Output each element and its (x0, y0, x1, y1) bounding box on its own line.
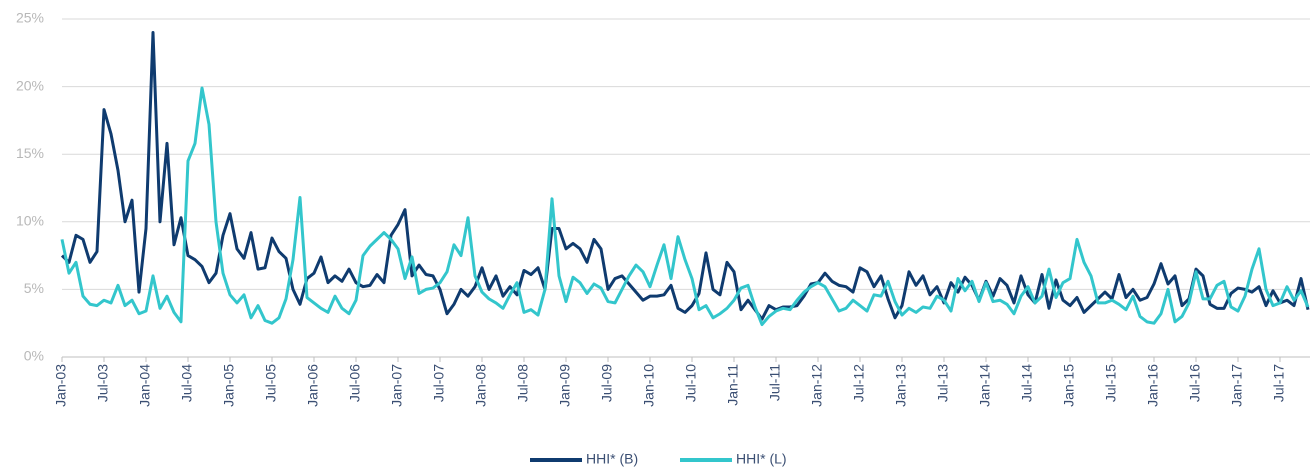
x-tick-label: Jan-06 (305, 364, 321, 407)
x-tick-label: Jul-16 (1187, 364, 1203, 402)
x-tick-label: Jul-08 (515, 364, 531, 402)
x-tick-label: Jan-12 (809, 364, 825, 407)
x-tick-label: Jan-17 (1229, 364, 1245, 407)
x-tick-label: Jul-15 (1103, 364, 1119, 402)
x-tick-label: Jan-16 (1145, 364, 1161, 407)
x-tick-label: Jan-14 (977, 364, 993, 407)
x-tick-label: Jul-17 (1271, 364, 1287, 402)
y-tick-label: 25% (16, 10, 44, 26)
x-tick-label: Jan-08 (473, 364, 489, 407)
x-tick-label: Jan-13 (893, 364, 909, 407)
y-tick-label: 0% (24, 348, 44, 364)
x-tick-label: Jan-03 (53, 364, 69, 407)
x-tick-label: Jan-15 (1061, 364, 1077, 407)
x-tick-label: Jul-13 (935, 364, 951, 402)
y-tick-label: 5% (24, 280, 44, 296)
x-tick-label: Jul-12 (851, 364, 867, 402)
y-tick-label: 15% (16, 145, 44, 161)
x-tick-label: Jul-10 (683, 364, 699, 402)
x-tick-label: Jul-07 (431, 364, 447, 402)
x-tick-label: Jul-14 (1019, 364, 1035, 402)
x-tick-label: Jul-04 (179, 364, 195, 402)
x-tick-label: Jan-11 (725, 364, 741, 406)
x-tick-label: Jan-04 (137, 364, 153, 407)
x-tick-label: Jan-09 (557, 364, 573, 407)
x-tick-label: Jul-03 (95, 364, 111, 402)
legend-label: HHI* (L) (736, 451, 787, 467)
series-line (60, 31, 1310, 321)
x-tick-label: Jan-05 (221, 364, 237, 407)
x-tick-label: Jul-09 (599, 364, 615, 402)
x-tick-label: Jul-11 (767, 364, 783, 401)
series-line (60, 86, 1310, 327)
y-tick-label: 20% (16, 77, 44, 93)
x-tick-label: Jan-07 (389, 364, 405, 407)
y-tick-label: 10% (16, 213, 44, 229)
x-tick-label: Jul-06 (347, 364, 363, 402)
x-tick-label: Jan-10 (641, 364, 657, 407)
legend-label: HHI* (B) (586, 451, 638, 467)
x-tick-label: Jul-05 (263, 364, 279, 402)
